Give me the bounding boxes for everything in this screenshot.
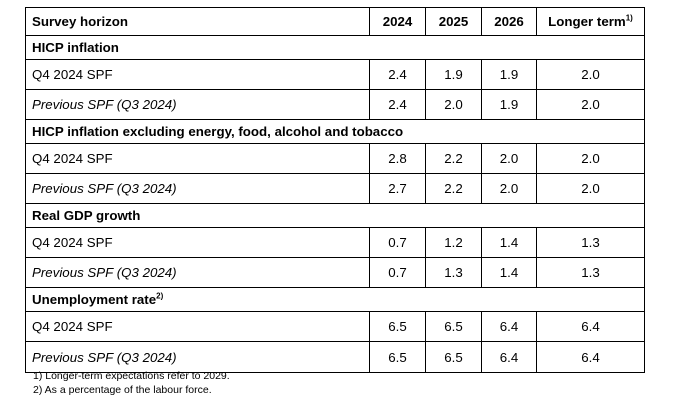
table-header-row: Survey horizon 2024 2025 2026 Longer ter… xyxy=(25,7,645,36)
table-cell-value: 6.5 xyxy=(425,311,482,342)
table-row: Previous SPF (Q3 2024) 2.7 2.2 2.0 2.0 xyxy=(25,173,645,204)
longer-term-label: Longer term xyxy=(548,14,626,29)
footnotes: 1) Longer-term expectations refer to 202… xyxy=(33,369,230,397)
table-cell-value: 2.0 xyxy=(425,89,482,120)
table-body: Survey horizon 2024 2025 2026 Longer ter… xyxy=(25,7,645,373)
row-label: Q4 2024 SPF xyxy=(25,227,370,258)
table-cell-value: 0.7 xyxy=(369,227,426,258)
row-label: Previous SPF (Q3 2024) xyxy=(25,89,370,120)
table-row: Previous SPF (Q3 2024) 6.5 6.5 6.4 6.4 xyxy=(25,341,645,373)
table-cell-value: 2.0 xyxy=(536,143,645,174)
table-cell-value: 6.4 xyxy=(536,341,645,373)
header-year-2024: 2024 xyxy=(369,7,426,36)
section-footnote-marker: 2) xyxy=(156,291,164,301)
section-header-row: Real GDP growth xyxy=(25,203,645,228)
row-label: Q4 2024 SPF xyxy=(25,59,370,90)
table-cell-value: 6.4 xyxy=(481,311,537,342)
section-title-text: HICP inflation xyxy=(32,40,119,55)
section-title: HICP inflation excluding energy, food, a… xyxy=(25,119,645,144)
section-header-row: HICP inflation xyxy=(25,35,645,60)
table-row: Q4 2024 SPF 2.8 2.2 2.0 2.0 xyxy=(25,143,645,174)
table-row: Q4 2024 SPF 0.7 1.2 1.4 1.3 xyxy=(25,227,645,258)
row-label: Previous SPF (Q3 2024) xyxy=(25,173,370,204)
table-cell-value: 6.5 xyxy=(369,311,426,342)
table-cell-value: 6.5 xyxy=(425,341,482,373)
row-label: Q4 2024 SPF xyxy=(25,143,370,174)
table-cell-value: 2.7 xyxy=(369,173,426,204)
row-label: Previous SPF (Q3 2024) xyxy=(25,341,370,373)
header-survey-horizon: Survey horizon xyxy=(25,7,370,36)
table-cell-value: 2.0 xyxy=(481,173,537,204)
section-title-text: Unemployment rate xyxy=(32,292,157,307)
footnote-1: 1) Longer-term expectations refer to 202… xyxy=(33,370,230,382)
row-label: Previous SPF (Q3 2024) xyxy=(25,257,370,288)
longer-term-footnote-marker: 1) xyxy=(625,13,633,23)
header-year-2026: 2026 xyxy=(481,7,537,36)
table-cell-value: 6.4 xyxy=(536,311,645,342)
table-cell-value: 2.4 xyxy=(369,59,426,90)
table-cell-value: 2.2 xyxy=(425,143,482,174)
section-title-text: HICP inflation excluding energy, food, a… xyxy=(32,124,404,139)
table-cell-value: 1.9 xyxy=(481,59,537,90)
section-title: Real GDP growth xyxy=(25,203,645,228)
table-cell-value: 2.0 xyxy=(536,89,645,120)
table-cell-value: 1.4 xyxy=(481,227,537,258)
spf-results-table: Survey horizon 2024 2025 2026 Longer ter… xyxy=(25,7,645,373)
header-longer-term: Longer term1) xyxy=(536,7,645,36)
table-cell-value: 1.9 xyxy=(425,59,482,90)
table-cell-value: 2.0 xyxy=(536,173,645,204)
table-cell-value: 2.8 xyxy=(369,143,426,174)
table-cell-value: 6.4 xyxy=(481,341,537,373)
table-row: Q4 2024 SPF 6.5 6.5 6.4 6.4 xyxy=(25,311,645,342)
table-cell-value: 2.2 xyxy=(425,173,482,204)
table-cell-value: 0.7 xyxy=(369,257,426,288)
table-row: Previous SPF (Q3 2024) 2.4 2.0 1.9 2.0 xyxy=(25,89,645,120)
footnote-2: 2) As a percentage of the labour force. xyxy=(33,384,212,396)
row-label: Q4 2024 SPF xyxy=(25,311,370,342)
table-cell-value: 1.4 xyxy=(481,257,537,288)
table-cell-value: 1.3 xyxy=(536,227,645,258)
table-cell-value: 2.0 xyxy=(536,59,645,90)
table-row: Previous SPF (Q3 2024) 0.7 1.3 1.4 1.3 xyxy=(25,257,645,288)
table-row: Q4 2024 SPF 2.4 1.9 1.9 2.0 xyxy=(25,59,645,90)
section-title-text: Real GDP growth xyxy=(32,208,141,223)
table-cell-value: 1.3 xyxy=(536,257,645,288)
table-cell-value: 1.9 xyxy=(481,89,537,120)
table-cell-value: 1.3 xyxy=(425,257,482,288)
table-cell-value: 1.2 xyxy=(425,227,482,258)
table-cell-value: 6.5 xyxy=(369,341,426,373)
header-year-2025: 2025 xyxy=(425,7,482,36)
section-title: HICP inflation xyxy=(25,35,645,60)
section-header-row: Unemployment rate2) xyxy=(25,287,645,312)
table-cell-value: 2.0 xyxy=(481,143,537,174)
section-title: Unemployment rate2) xyxy=(25,287,645,312)
section-header-row: HICP inflation excluding energy, food, a… xyxy=(25,119,645,144)
table-cell-value: 2.4 xyxy=(369,89,426,120)
